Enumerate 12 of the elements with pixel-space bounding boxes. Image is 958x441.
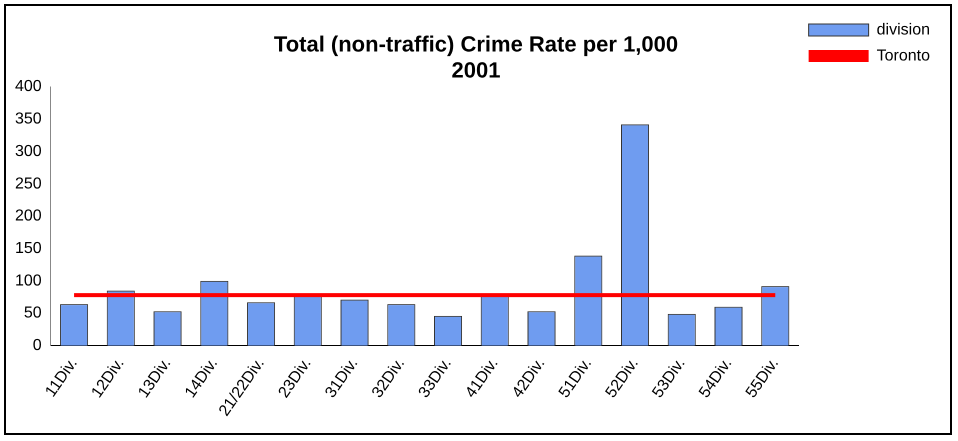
y-tick-label: 200 xyxy=(14,208,42,225)
y-tick-label: 100 xyxy=(14,272,42,290)
y-tick-label: 250 xyxy=(14,175,42,192)
y-tick-label: 300 xyxy=(14,142,42,160)
y-tick-label: 50 xyxy=(24,304,42,322)
legend-label: Toronto xyxy=(876,47,930,64)
y-tick-label: 150 xyxy=(14,240,42,257)
y-tick-label: 400 xyxy=(14,78,42,96)
y-tick-label: 0 xyxy=(32,336,42,354)
legend-label: division xyxy=(876,21,930,38)
y-tick-label: 350 xyxy=(14,110,42,128)
chart-title: Total (non-traffic) Crime Rate per 1,000 2001 xyxy=(274,31,678,83)
